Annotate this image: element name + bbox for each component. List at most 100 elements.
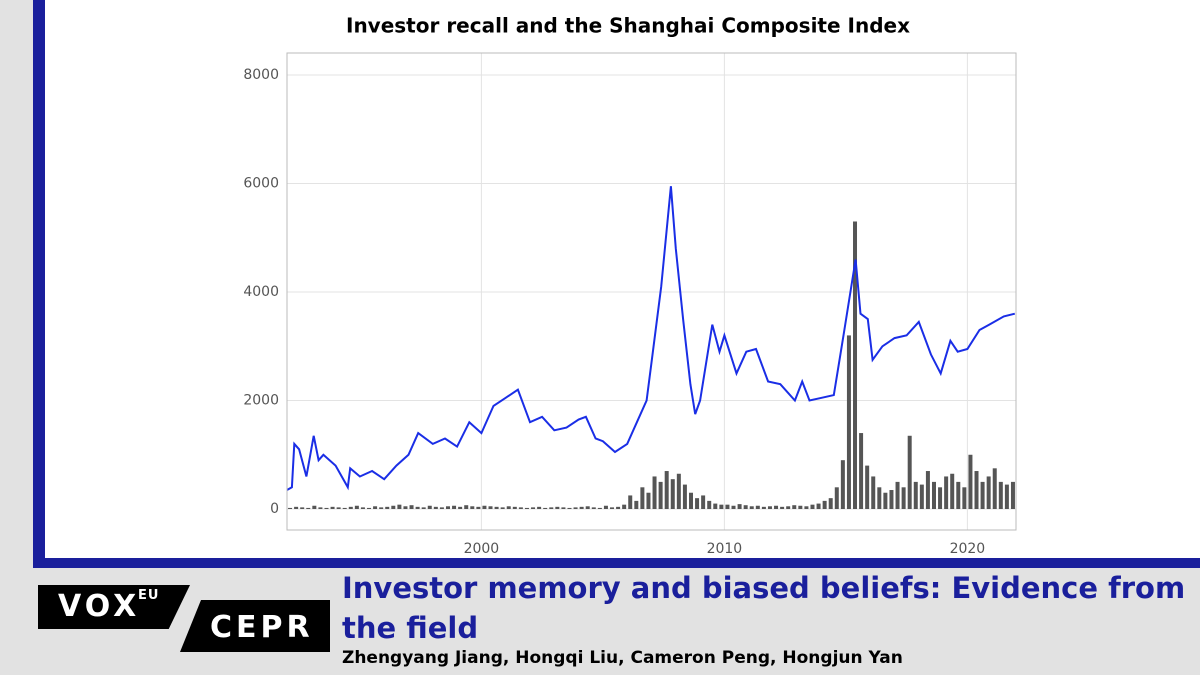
- bar: [464, 505, 469, 510]
- bar: [342, 507, 347, 510]
- bar: [767, 506, 772, 510]
- bar: [597, 507, 602, 510]
- bar: [871, 476, 876, 510]
- bar: [531, 507, 536, 510]
- chart: Investor recall and the Shanghai Composi…: [243, 14, 1017, 557]
- bar: [840, 460, 845, 510]
- bar: [373, 506, 378, 510]
- bar: [859, 433, 864, 510]
- bar: [883, 492, 888, 510]
- bar: [397, 504, 402, 510]
- bar: [324, 507, 329, 510]
- bar: [737, 504, 742, 510]
- bar: [695, 498, 700, 510]
- bar: [537, 506, 542, 510]
- bar: [610, 507, 615, 510]
- bar: [907, 435, 912, 510]
- bar: [646, 492, 651, 510]
- bar: [470, 506, 475, 510]
- bar: [719, 504, 724, 510]
- logo-vox: VOX EU: [38, 585, 190, 629]
- bar: [761, 506, 766, 510]
- y-tick-label: 4000: [243, 284, 279, 300]
- bar: [725, 504, 730, 510]
- bar: [518, 507, 523, 510]
- bar: [379, 507, 384, 510]
- bar: [603, 505, 608, 510]
- bar: [506, 506, 511, 510]
- bar: [348, 506, 353, 510]
- bar: [658, 481, 663, 510]
- bar: [579, 506, 584, 510]
- bar: [804, 506, 809, 510]
- bar: [591, 507, 596, 510]
- bar: [780, 506, 785, 510]
- bar: [415, 506, 420, 510]
- bar: [925, 471, 930, 510]
- chart-title: Investor recall and the Shanghai Composi…: [346, 14, 910, 38]
- logo-cepr: CEPR: [180, 600, 330, 652]
- article-authors: Zhengyang Jiang, Hongqi Liu, Cameron Pen…: [342, 648, 903, 668]
- bar: [1010, 481, 1015, 510]
- bar: [512, 506, 517, 510]
- bar: [354, 505, 359, 510]
- bar: [494, 506, 499, 510]
- bar: [998, 481, 1003, 510]
- bar: [877, 487, 882, 510]
- bar: [622, 504, 627, 510]
- bar: [755, 505, 760, 510]
- bar: [439, 507, 444, 510]
- bar: [288, 507, 293, 510]
- plot-border: [286, 52, 1017, 531]
- bar: [458, 506, 463, 510]
- y-tick-label: 0: [270, 501, 279, 517]
- bar: [968, 454, 973, 510]
- bar: [336, 507, 341, 510]
- bar: [427, 505, 432, 510]
- bar: [385, 506, 390, 510]
- bar: [1004, 484, 1009, 510]
- logo-eu: EU: [138, 588, 160, 603]
- bar: [318, 507, 323, 510]
- bar: [330, 506, 335, 510]
- bar: [367, 507, 372, 510]
- bar: [391, 505, 396, 510]
- bar: [901, 487, 906, 510]
- bar: [828, 498, 833, 510]
- bar: [524, 507, 529, 510]
- bar: [482, 505, 487, 510]
- bar: [688, 492, 693, 510]
- bar: [652, 476, 657, 510]
- bar: [743, 505, 748, 510]
- bar: [865, 465, 870, 510]
- bar: [634, 500, 639, 510]
- y-tick-label: 8000: [243, 67, 279, 83]
- bar: [889, 490, 894, 510]
- bar: [980, 481, 985, 510]
- bar: [810, 504, 815, 510]
- bar: [567, 507, 572, 510]
- bar: [585, 506, 590, 510]
- bar: [640, 487, 645, 510]
- y-tick-label: 6000: [243, 176, 279, 192]
- bar: [786, 506, 791, 510]
- y-tick-label: 2000: [243, 393, 279, 409]
- bar: [555, 506, 560, 510]
- bar: [992, 468, 997, 510]
- bar: [931, 481, 936, 510]
- bar: [701, 495, 706, 510]
- bar: [919, 484, 924, 510]
- bar: [676, 473, 681, 510]
- bar: [944, 476, 949, 510]
- line: [286, 186, 1016, 491]
- x-tick-label: 2010: [707, 541, 743, 557]
- bar: [792, 505, 797, 510]
- bar: [895, 481, 900, 510]
- x-tick-label: 2020: [950, 541, 986, 557]
- bar: [798, 505, 803, 510]
- bar: [950, 473, 955, 510]
- bar: [452, 505, 457, 510]
- bar: [360, 507, 365, 510]
- bar: [549, 507, 554, 510]
- bar: [403, 506, 408, 510]
